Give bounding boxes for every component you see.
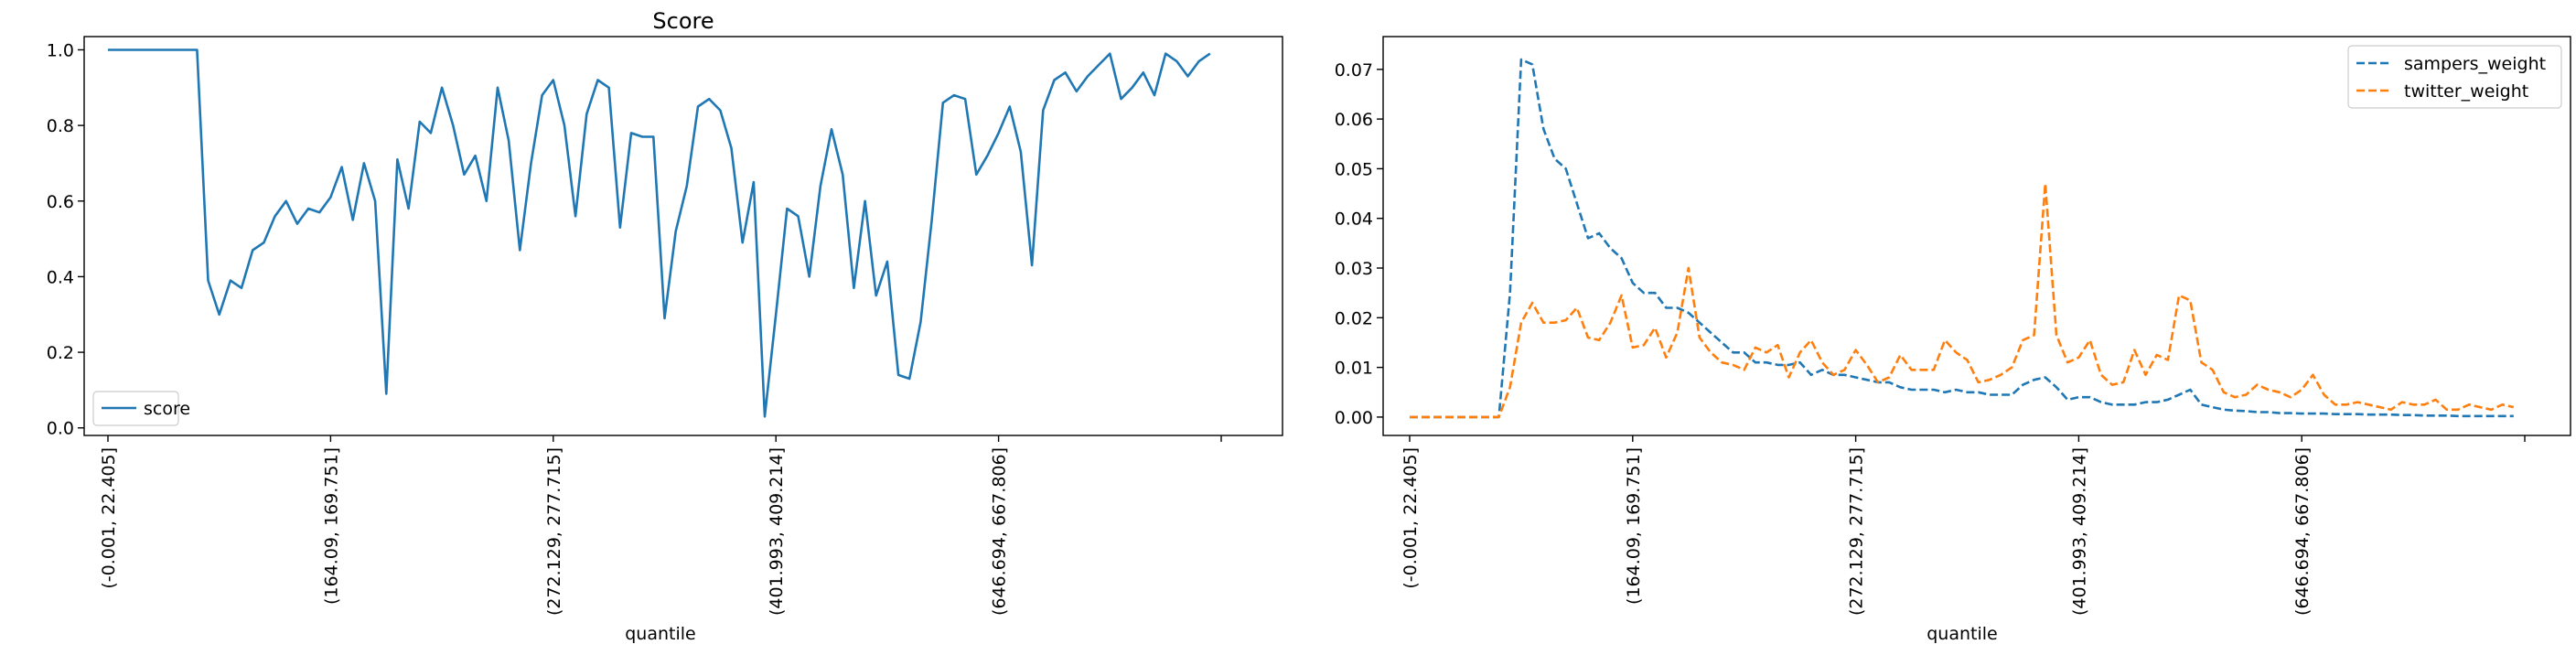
series-lines-weights <box>1410 58 2515 419</box>
series-lines-score <box>108 48 1211 418</box>
x-tick-label-score: (401.993, 409.214] <box>767 447 787 616</box>
y-tick-label-weights: 0.01 <box>1335 359 1373 379</box>
y-tick-label-weights: 0.07 <box>1335 60 1373 81</box>
y-tick-label-score: 0.6 <box>47 192 74 212</box>
y-axis-score: 0.0 0.2 0.4 0.6 0.8 1.0 <box>47 40 84 439</box>
y-tick-label-score: 0.8 <box>47 116 74 136</box>
x-tick-label-weights: (401.993, 409.214] <box>2069 447 2089 616</box>
chart-score: Score 0.0 0.2 0.4 0.6 0.8 1.0 (-0.001, 22.405… <box>47 8 1283 644</box>
legend-box-weights <box>2347 45 2562 109</box>
y-tick-label-weights: 0.06 <box>1335 110 1373 130</box>
x-tick-label-score: (-0.001, 22.405] <box>99 447 119 589</box>
x-tick-label-weights: (164.09, 169.751] <box>1624 447 1644 605</box>
y-tick-label-score: 0.0 <box>47 419 74 439</box>
y-tick-label-weights: 0.02 <box>1335 308 1373 328</box>
y-tick-label-weights: 0.00 <box>1335 408 1373 428</box>
x-tick-label-score: (164.09, 169.751] <box>321 447 341 605</box>
series-line-score <box>108 48 1211 418</box>
x-tick-label-weights: (646.694, 667.806] <box>2292 447 2313 616</box>
series-line-sampers-weight <box>1410 58 2514 419</box>
plot-frame-score <box>83 36 1283 436</box>
x-tick-label-weights: (-0.001, 22.405] <box>1401 447 1421 589</box>
x-tick-label-score: (646.694, 667.806] <box>990 447 1010 616</box>
chart-weights: 0.00 0.01 0.02 0.03 0.04 0.05 0.06 0.07 (-0.001… <box>1335 36 2571 644</box>
legend-weights: sampers_weight twitter_weight <box>2347 45 2562 109</box>
legend-label-score: score <box>144 399 190 419</box>
x-axis-score: (-0.001, 22.405] (164.09, 169.751] (272.12… <box>99 435 1222 616</box>
y-tick-label-weights: 0.04 <box>1335 209 1373 230</box>
x-axis-weights: (-0.001, 22.405] (164.09, 169.751] (272.12… <box>1401 435 2526 616</box>
legend-score: score <box>92 391 190 426</box>
y-tick-label-weights: 0.03 <box>1335 259 1373 279</box>
y-tick-label-score: 0.2 <box>47 343 74 363</box>
x-axis-label-score: quantile <box>625 624 695 644</box>
y-axis-weights: 0.00 0.01 0.02 0.03 0.04 0.05 0.06 0.07 <box>1335 60 1383 428</box>
y-tick-label-weights: 0.05 <box>1335 159 1373 179</box>
x-axis-label-weights: quantile <box>1927 624 1997 644</box>
chart-title-score: Score <box>652 8 714 34</box>
x-tick-label-score: (272.129, 277.715] <box>544 447 564 616</box>
legend-label-twitter: twitter_weight <box>2404 81 2528 102</box>
x-tick-label-weights: (272.129, 277.715] <box>1847 447 1867 616</box>
y-tick-label-score: 1.0 <box>47 40 74 60</box>
y-tick-label-score: 0.4 <box>47 267 74 287</box>
legend-label-sampers: sampers_weight <box>2404 54 2546 74</box>
